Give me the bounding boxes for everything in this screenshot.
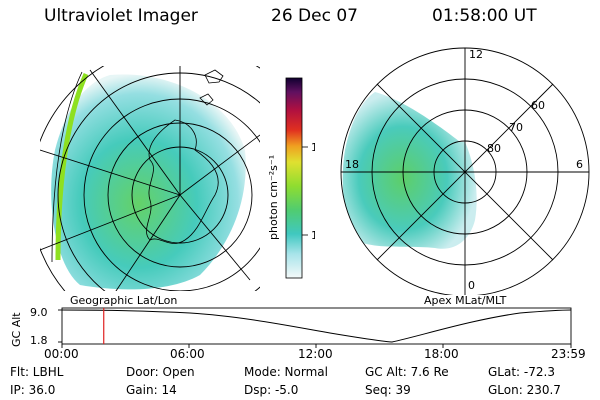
instrument-title: Ultraviolet Imager: [44, 6, 198, 26]
mlat-label-80: 80: [487, 142, 501, 155]
mlt-label-6: 6: [576, 158, 583, 171]
colorbar-gradient: [285, 77, 303, 279]
colorbar-tick-10: 10: [311, 229, 315, 242]
mlt-label-18: 18: [345, 158, 359, 171]
polar-plot: 12 18 6 0 60 70 80: [340, 47, 590, 295]
altitude-ytick-1.8: 1.8: [30, 334, 48, 347]
time-tick-0600: 06:00: [170, 347, 205, 361]
time-tick-1800: 18:00: [424, 347, 459, 361]
lon-lines: [40, 66, 260, 291]
dsp-readout: Dsp: -5.0: [244, 383, 299, 397]
glon-readout: GLon: 230.7: [488, 383, 561, 397]
altitude-plot-frame: [61, 307, 572, 345]
date-label: 26 Dec 07: [271, 6, 358, 26]
glat-readout: GLat: -72.3: [488, 365, 555, 379]
time-tick-1200: 12:00: [298, 347, 333, 361]
time-label: 01:58:00 UT: [432, 6, 537, 26]
limb-band: [55, 72, 89, 261]
mlt-label-0: 0: [468, 279, 475, 292]
altitude-plot: GC Alt 9.0 1.8 00:00 06:00 12:00 18:00 2…: [10, 306, 586, 361]
mlt-label-12: 12: [469, 48, 483, 61]
altitude-ytick-9: 9.0: [30, 306, 48, 319]
mlat-label-70: 70: [509, 121, 523, 134]
coastline: [146, 69, 224, 244]
geographic-map: [40, 66, 260, 291]
filter-readout: Flt: LBHL: [10, 365, 64, 379]
colorbar-label: photon cm⁻²s⁻¹: [267, 155, 280, 240]
ip-readout: IP: 36.0: [10, 383, 56, 397]
door-readout: Door: Open: [126, 365, 195, 379]
colorbar: 100 10 photon cm⁻²s⁻¹: [267, 77, 315, 279]
seq-readout: Seq: 39: [365, 383, 411, 397]
altitude-curve: [61, 309, 572, 343]
geographic-caption: Geographic Lat/Lon: [70, 294, 178, 307]
altitude-ylabel: GC Alt: [10, 312, 23, 347]
time-tick-2359: 23:59: [551, 347, 586, 361]
apex-caption: Apex MLat/MLT: [424, 294, 507, 307]
mlat-label-60: 60: [531, 99, 545, 112]
gain-readout: Gain: 14: [126, 383, 177, 397]
mode-readout: Mode: Normal: [244, 365, 328, 379]
aurora-emission-right: [342, 92, 477, 249]
time-tick-0000: 00:00: [44, 347, 79, 361]
gc-alt-readout: GC Alt: 7.6 Re: [365, 365, 449, 379]
colorbar-tick-100: 100: [311, 141, 315, 154]
mlt-spokes: [341, 48, 589, 295]
aurora-emission-left: [51, 74, 246, 290]
